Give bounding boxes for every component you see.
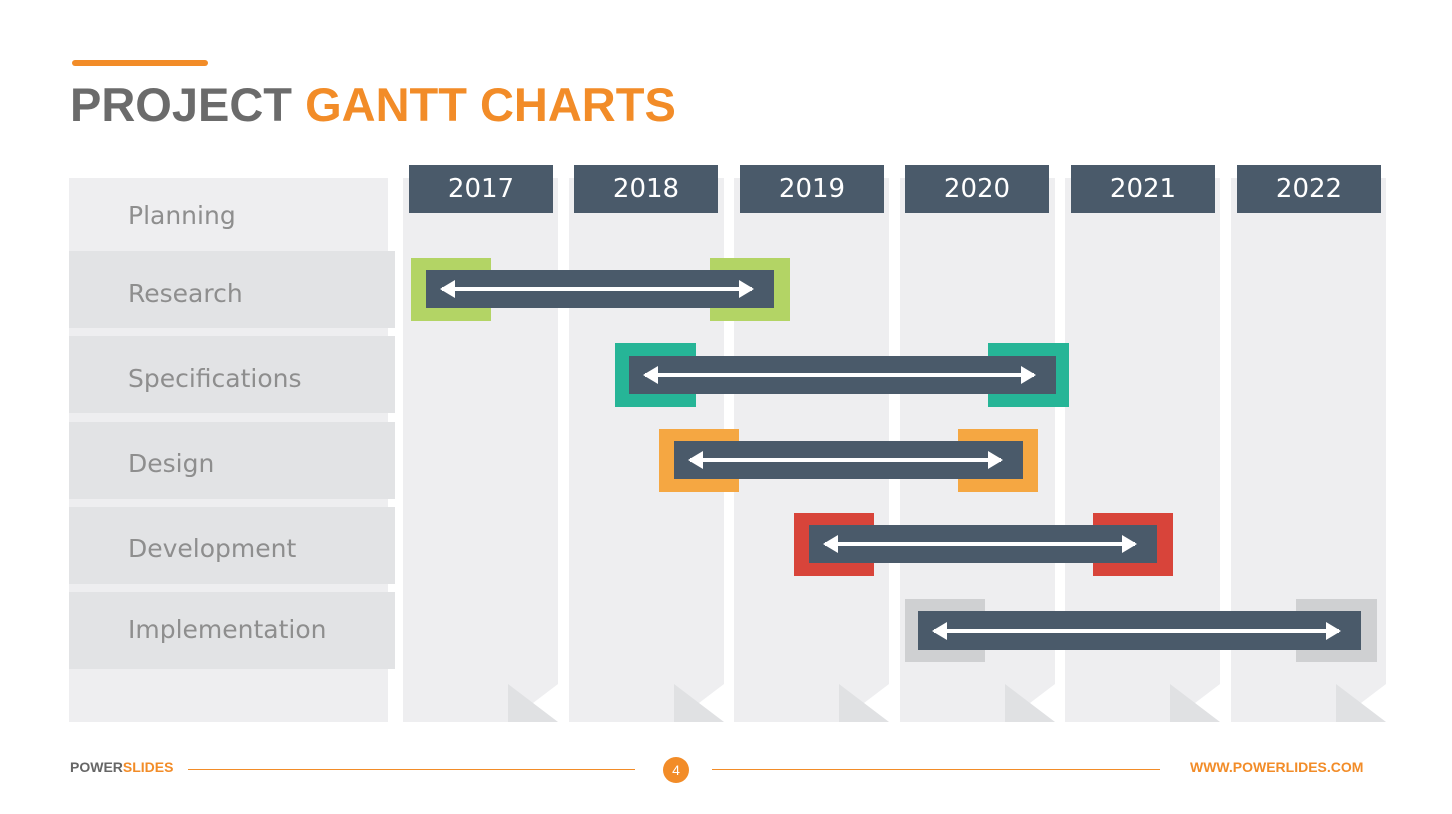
title-accent-bar: [72, 60, 208, 66]
development-bar[interactable]: [809, 525, 1157, 563]
double-arrow-icon: [823, 535, 1137, 553]
year-header-2017: 2017: [409, 165, 553, 213]
footer-url-link[interactable]: WWW.POWERLIDES.COM: [1190, 759, 1364, 775]
double-arrow-icon: [440, 280, 754, 298]
task-label-development: Development: [128, 534, 297, 563]
task-band-implementation: [69, 592, 395, 669]
double-arrow-icon: [688, 451, 1003, 469]
footer-divider-left: [188, 769, 635, 770]
task-label-implementation: Implementation: [128, 615, 327, 644]
footer-divider-right: [712, 769, 1160, 770]
task-band-specifications: [69, 336, 395, 413]
task-label-specifications: Specifications: [128, 364, 302, 393]
task-label-research: Research: [128, 279, 243, 308]
slide-title: PROJECT GANTT CHARTS: [70, 78, 676, 132]
year-header-2022: 2022: [1237, 165, 1381, 213]
page-number-badge: 4: [663, 757, 689, 783]
double-arrow-icon: [932, 621, 1341, 640]
brand-part-2: SLIDES: [122, 759, 174, 775]
implementation-bar[interactable]: [918, 611, 1361, 650]
task-label-planning: Planning: [128, 201, 236, 230]
title-part-1: PROJECT: [70, 78, 292, 131]
task-band-research: [69, 251, 395, 328]
year-header-2020: 2020: [905, 165, 1049, 213]
task-label-design: Design: [128, 449, 215, 478]
year-header-2018: 2018: [574, 165, 718, 213]
footer-brand: POWERSLIDES: [70, 758, 173, 776]
task-band-development: [69, 507, 395, 584]
brand-part-1: POWER: [70, 759, 123, 775]
year-header-2019: 2019: [740, 165, 884, 213]
task-band-design: [69, 422, 395, 499]
design-bar[interactable]: [674, 441, 1023, 479]
double-arrow-icon: [643, 366, 1036, 384]
research-bar[interactable]: [426, 270, 774, 308]
year-header-2021: 2021: [1071, 165, 1215, 213]
title-part-2: GANTT CHARTS: [305, 78, 676, 131]
specifications-bar[interactable]: [629, 356, 1056, 394]
